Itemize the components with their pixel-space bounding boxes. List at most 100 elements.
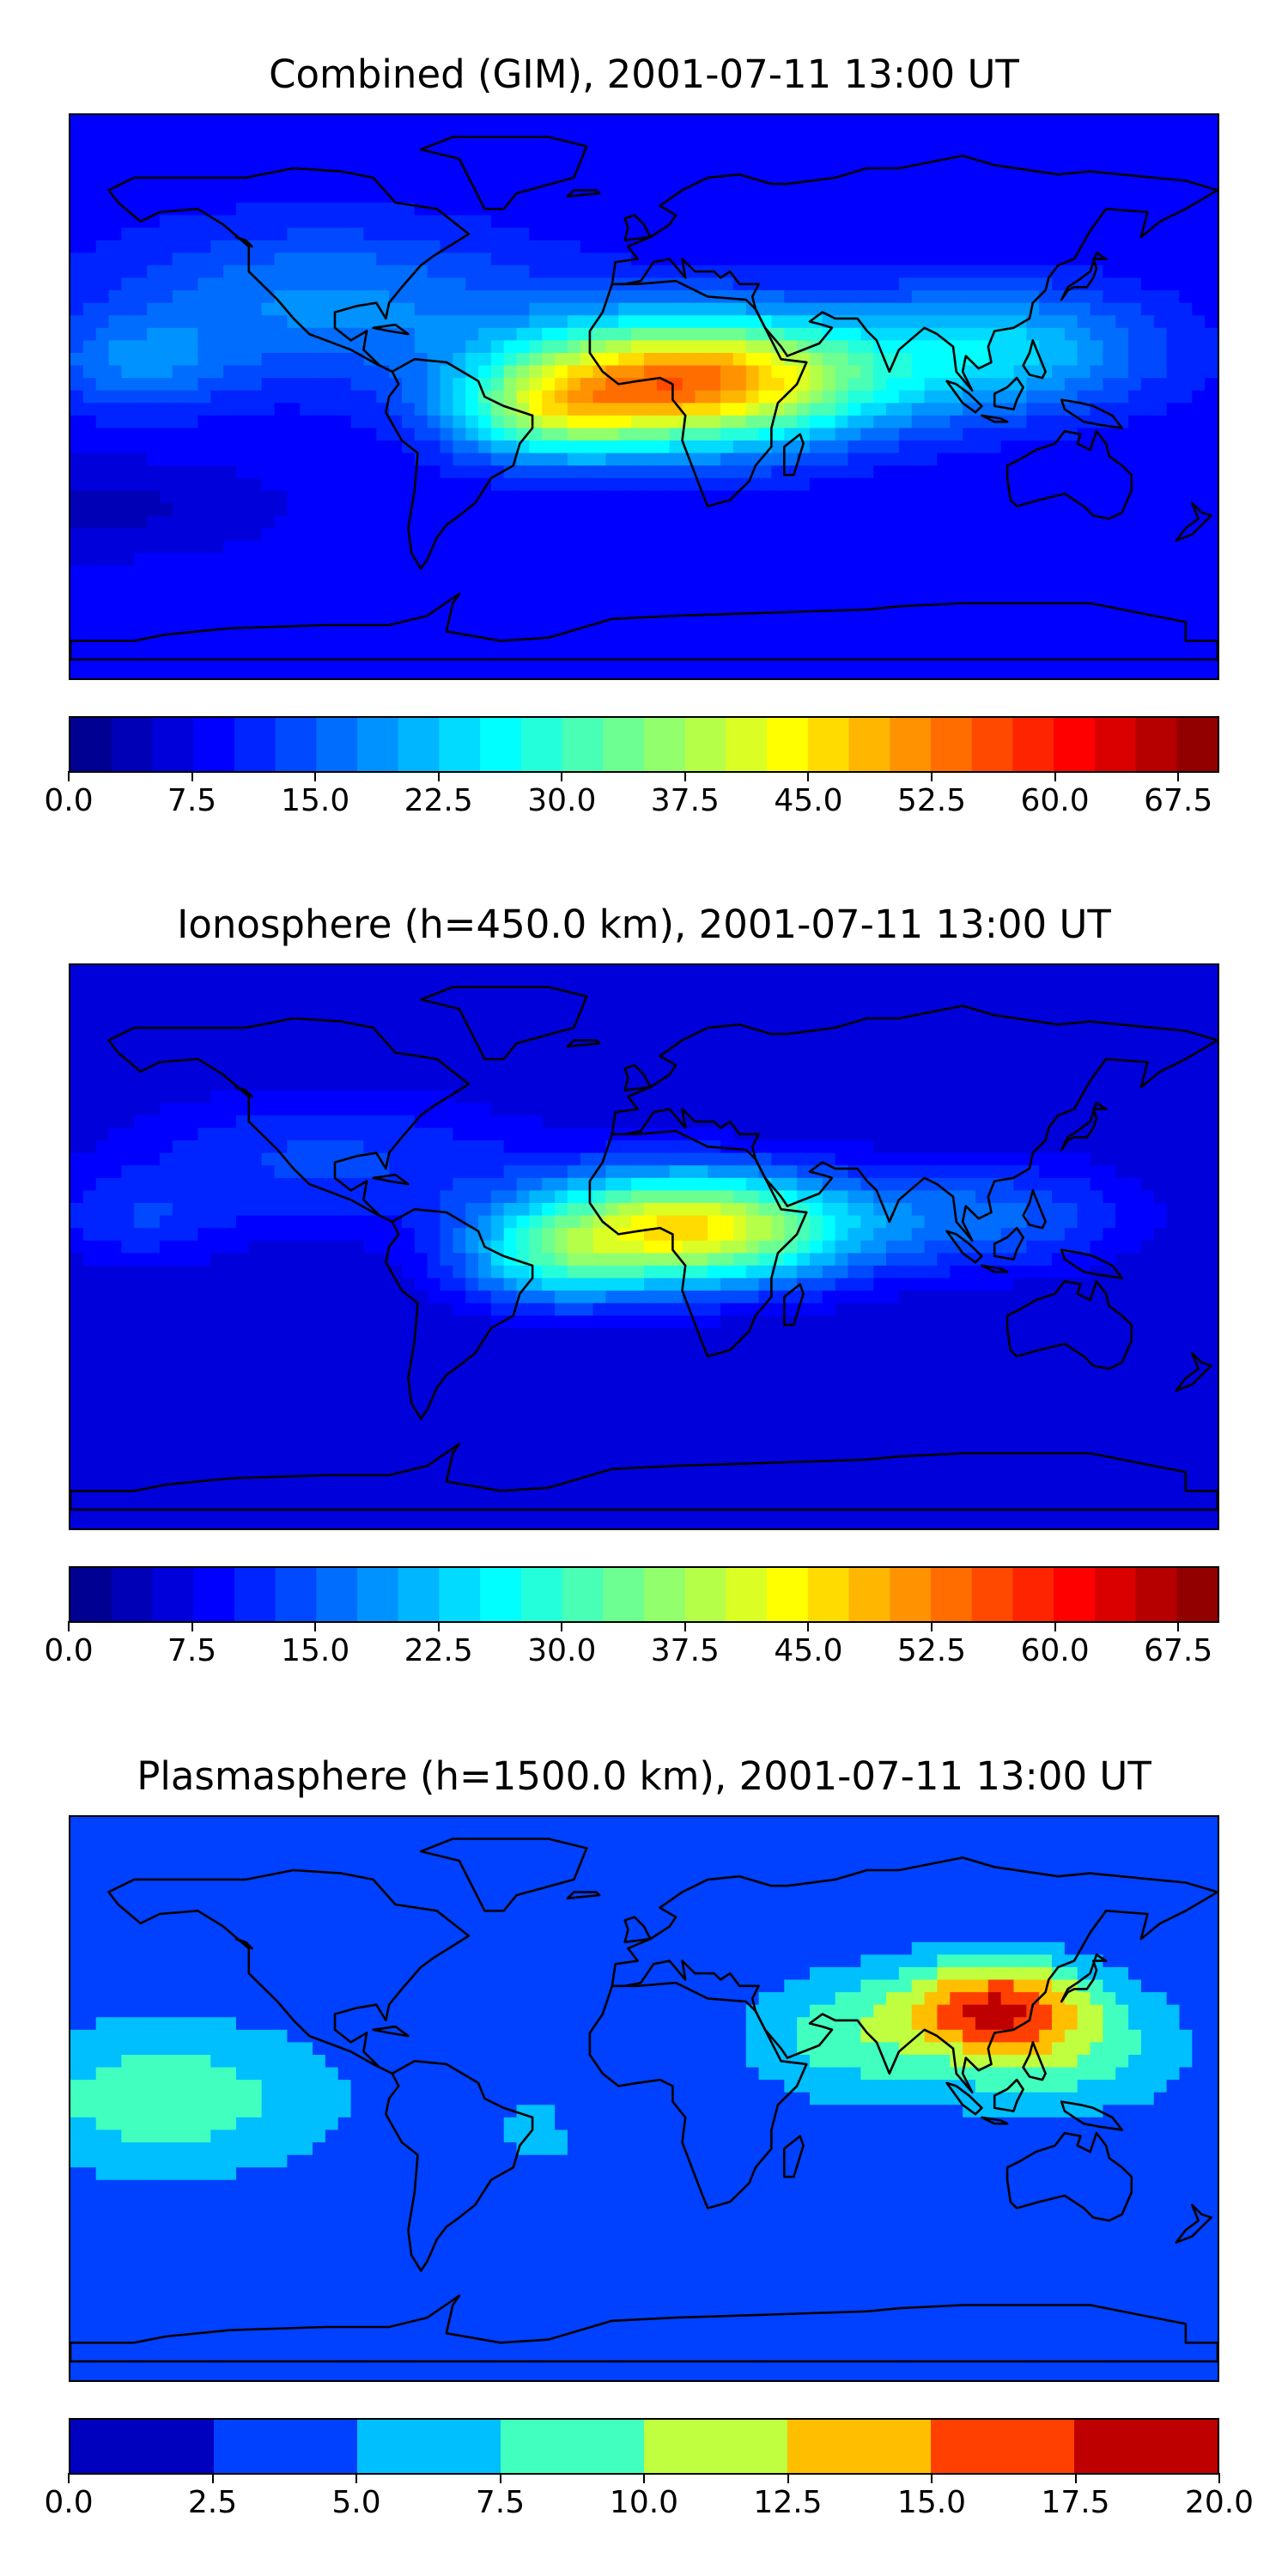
heatmap-cell bbox=[325, 315, 339, 329]
heatmap-cell bbox=[70, 428, 84, 441]
heatmap-cell bbox=[235, 477, 250, 492]
heatmap-cell bbox=[592, 565, 607, 580]
heatmap-cell bbox=[758, 515, 773, 529]
heatmap-cell bbox=[503, 603, 518, 617]
heatmap-cell bbox=[235, 315, 250, 329]
heatmap-cell bbox=[235, 352, 250, 367]
heatmap-cell bbox=[1166, 565, 1181, 580]
heatmap-cell bbox=[95, 277, 110, 291]
heatmap-cell bbox=[732, 1078, 747, 1091]
heatmap-cell bbox=[134, 990, 148, 1004]
heatmap-cell bbox=[1128, 228, 1142, 241]
heatmap-cell bbox=[223, 302, 237, 317]
heatmap-cell bbox=[1179, 215, 1194, 228]
heatmap-cell bbox=[835, 616, 849, 629]
heatmap-cell bbox=[121, 490, 136, 504]
heatmap-cell bbox=[592, 365, 607, 379]
heatmap-cell bbox=[1039, 228, 1053, 241]
heatmap-cell bbox=[325, 264, 339, 279]
heatmap-cell bbox=[580, 264, 594, 279]
heatmap-cell bbox=[797, 515, 811, 529]
heatmap-cell bbox=[478, 403, 492, 416]
heatmap-cell bbox=[121, 440, 136, 454]
heatmap-cell bbox=[274, 603, 289, 617]
heatmap-cell bbox=[797, 1053, 811, 1066]
heatmap-cell bbox=[465, 390, 479, 404]
heatmap-cell bbox=[210, 152, 224, 167]
heatmap-cell bbox=[695, 203, 709, 216]
heatmap-cell bbox=[732, 390, 747, 404]
heatmap-cell bbox=[350, 252, 365, 266]
heatmap-cell bbox=[478, 352, 492, 367]
heatmap-cell bbox=[197, 465, 212, 479]
heatmap-cell bbox=[860, 465, 874, 479]
heatmap-cell bbox=[159, 965, 173, 979]
heatmap-cell bbox=[172, 590, 186, 605]
heatmap-cell bbox=[745, 490, 760, 504]
heatmap-cell bbox=[427, 365, 441, 379]
heatmap-cell bbox=[797, 578, 811, 592]
heatmap-cell bbox=[313, 502, 326, 517]
heatmap-cell bbox=[1090, 665, 1104, 678]
heatmap-cell bbox=[465, 327, 479, 342]
heatmap-cell bbox=[567, 1065, 581, 1078]
heatmap-cell bbox=[848, 553, 862, 567]
heatmap-cell bbox=[287, 453, 301, 466]
heatmap-cell bbox=[235, 415, 250, 429]
heatmap-cell bbox=[1192, 1002, 1206, 1017]
heatmap-cell bbox=[159, 616, 173, 629]
heatmap-cell bbox=[567, 365, 581, 379]
heatmap-cell bbox=[1077, 340, 1091, 354]
heatmap-cell bbox=[147, 352, 161, 367]
heatmap-cell bbox=[924, 965, 939, 979]
heatmap-cell bbox=[1205, 990, 1218, 1004]
heatmap-cell bbox=[1039, 190, 1053, 204]
heatmap-cell bbox=[108, 578, 123, 592]
heatmap-cell bbox=[732, 365, 747, 379]
heatmap-cell bbox=[1140, 340, 1155, 354]
heatmap-cell bbox=[886, 1040, 900, 1054]
heatmap-cell bbox=[313, 565, 326, 580]
heatmap-cell bbox=[223, 115, 237, 129]
heatmap-cell bbox=[1205, 252, 1218, 266]
heatmap-cell bbox=[287, 965, 301, 979]
heatmap-cell bbox=[248, 327, 263, 342]
heatmap-cell bbox=[350, 215, 365, 228]
heatmap-cell bbox=[618, 502, 632, 517]
heatmap-cell bbox=[898, 264, 913, 279]
heatmap-cell bbox=[873, 190, 887, 204]
heatmap-cell bbox=[440, 453, 454, 466]
heatmap-cell bbox=[809, 390, 823, 404]
heatmap-cell bbox=[835, 115, 849, 129]
heatmap-cell bbox=[1166, 1065, 1181, 1078]
heatmap-cell bbox=[1103, 540, 1117, 555]
heatmap-cell bbox=[963, 264, 976, 279]
heatmap-cell bbox=[159, 1027, 173, 1042]
heatmap-cell bbox=[159, 1002, 173, 1017]
heatmap-cell bbox=[809, 565, 823, 580]
heatmap-cell bbox=[350, 1078, 365, 1091]
heatmap-cell bbox=[860, 277, 874, 291]
heatmap-cell bbox=[389, 465, 403, 479]
heatmap-cell bbox=[835, 215, 849, 228]
coastline-16 bbox=[372, 323, 410, 336]
heatmap-cell bbox=[172, 616, 186, 629]
coastline-18 bbox=[234, 235, 253, 248]
heatmap-cell bbox=[1192, 352, 1206, 367]
heatmap-cell bbox=[223, 1053, 237, 1066]
heatmap-cell bbox=[745, 1065, 760, 1078]
heatmap-cell bbox=[618, 490, 632, 504]
heatmap-cell bbox=[1128, 152, 1142, 167]
heatmap-cell bbox=[95, 327, 110, 342]
heatmap-cell bbox=[313, 177, 326, 191]
heatmap-cell bbox=[261, 365, 276, 379]
heatmap-cell bbox=[363, 177, 378, 191]
heatmap-cell bbox=[516, 165, 531, 179]
heatmap-cell bbox=[542, 628, 556, 642]
heatmap-cell bbox=[644, 603, 658, 617]
heatmap-cell bbox=[1166, 115, 1181, 129]
heatmap-cell bbox=[567, 465, 581, 479]
heatmap-cell bbox=[835, 515, 849, 529]
heatmap-cell bbox=[159, 1065, 173, 1078]
heatmap-cell bbox=[108, 1015, 123, 1029]
